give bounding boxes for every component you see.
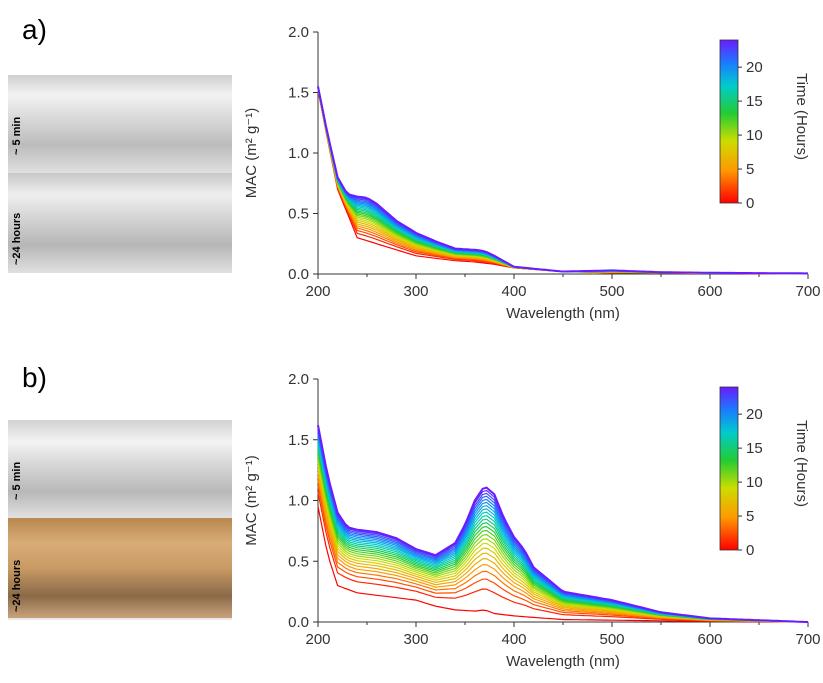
x-tick-label: 600 — [697, 283, 722, 300]
x-tick-label: 500 — [599, 631, 624, 648]
colorbar-label: Time (Hours) — [793, 73, 810, 160]
x-tick-label: 200 — [305, 631, 330, 648]
x-tick-label: 300 — [403, 283, 428, 300]
colorbar-tick-label: 20 — [746, 59, 763, 76]
colorbar-tick-label: 0 — [746, 542, 754, 559]
x-tick-label: 400 — [501, 283, 526, 300]
x-axis-label: Wavelength (nm) — [506, 305, 620, 322]
colorbar-tick-label: 20 — [746, 406, 763, 423]
y-tick-label: 2.0 — [288, 371, 309, 388]
colorbar — [719, 39, 739, 204]
y-tick-label: 1.0 — [288, 493, 309, 510]
x-tick-label: 600 — [697, 631, 722, 648]
vial-b-5min — [8, 420, 232, 520]
panel-a-letter: a) — [22, 14, 47, 45]
colorbar-tick-label: 10 — [746, 127, 763, 144]
y-tick-label: 1.5 — [288, 85, 309, 102]
y-tick-label: 0.0 — [288, 614, 309, 631]
x-tick-label: 200 — [305, 283, 330, 300]
y-tick-label: 0.0 — [288, 266, 309, 283]
colorbar-label: Time (Hours) — [793, 420, 810, 507]
y-axis-label: MAC (m² g⁻¹) — [243, 455, 260, 545]
x-tick-label: 700 — [795, 631, 820, 648]
colorbar-tick-label: 15 — [746, 440, 763, 457]
photo-b: ~ 5 min ~24 hours — [8, 420, 232, 620]
series-line — [317, 425, 809, 623]
colorbar-tick-label: 0 — [746, 195, 754, 212]
colorbar — [719, 386, 739, 551]
y-tick-label: 1.5 — [288, 432, 309, 449]
x-tick-label: 500 — [599, 283, 624, 300]
series-line — [317, 86, 808, 275]
y-axis-label: MAC (m² g⁻¹) — [243, 108, 260, 198]
y-tick-label: 0.5 — [288, 553, 309, 570]
y-tick-label: 0.5 — [288, 206, 309, 223]
vial-a-5min — [8, 75, 232, 175]
vial-b-24h — [8, 518, 232, 618]
colorbar-tick-label: 15 — [746, 93, 763, 110]
x-tick-label: 400 — [501, 631, 526, 648]
colorbar-tick-label: 5 — [746, 161, 754, 178]
panel-b-letter: b) — [22, 362, 47, 393]
colorbar-tick-label: 5 — [746, 508, 754, 525]
y-tick-label: 1.0 — [288, 145, 309, 162]
x-tick-label: 300 — [403, 631, 428, 648]
photo-a: ~ 5 min ~24 hours — [8, 75, 232, 273]
vial-a-24h — [8, 173, 232, 273]
y-tick-label: 2.0 — [288, 24, 309, 41]
x-tick-label: 700 — [795, 283, 820, 300]
x-axis-label: Wavelength (nm) — [506, 653, 620, 670]
colorbar-tick-label: 10 — [746, 474, 763, 491]
